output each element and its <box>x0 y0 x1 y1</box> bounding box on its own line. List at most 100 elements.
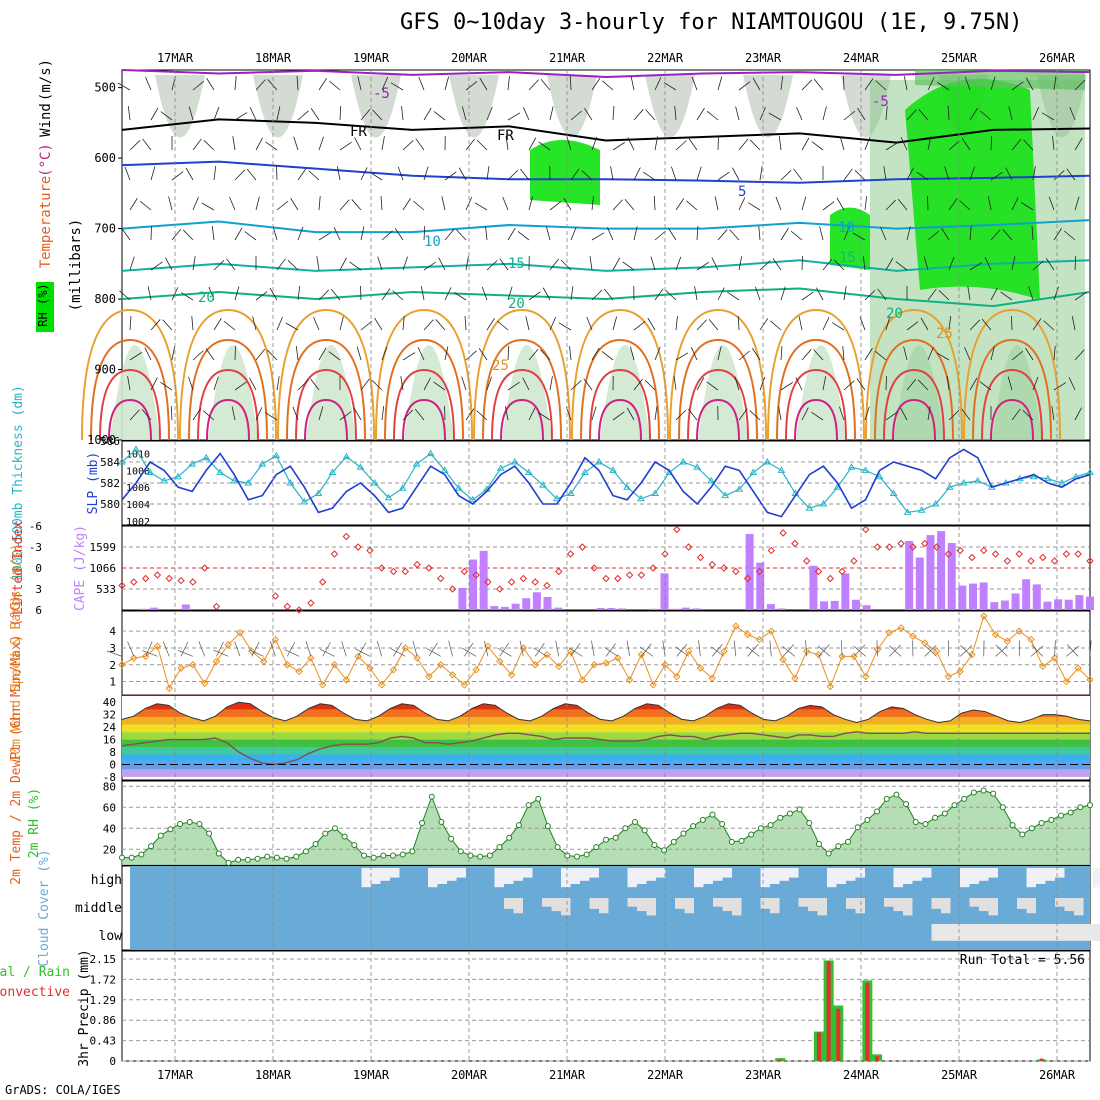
li-point <box>956 546 964 555</box>
rh-shade-column <box>306 345 356 440</box>
wind-barb <box>545 226 551 241</box>
wind-barb <box>801 291 814 301</box>
wind-barb <box>749 139 761 151</box>
wind-barb <box>612 142 625 151</box>
cloud-mid-gap <box>846 898 856 909</box>
wind-speed-point <box>885 629 894 637</box>
wind-barb-10m <box>484 640 489 657</box>
wind-barb <box>507 76 510 91</box>
wind-barb <box>938 289 950 301</box>
li-point <box>413 560 421 569</box>
wind-barb <box>1045 258 1055 271</box>
wind-barb <box>1053 346 1056 361</box>
wind-barb <box>738 197 746 211</box>
wind-barb-10m <box>448 640 453 657</box>
li-point <box>708 560 716 569</box>
wind-barb <box>696 262 709 271</box>
wind-barb <box>1069 106 1076 121</box>
thickness-point <box>917 506 926 513</box>
wind-barb <box>394 228 404 241</box>
rh2m-point <box>409 848 416 855</box>
wind-speed-point <box>649 681 657 689</box>
rh2m-point <box>496 844 503 851</box>
wind-speed-point <box>484 642 492 650</box>
rh2m-point <box>457 848 464 855</box>
cloud-high-gap <box>523 868 533 878</box>
wind-barb <box>1074 349 1085 361</box>
wind-barb <box>316 256 320 271</box>
cloud-low-gap <box>1045 924 1055 941</box>
wind-barb <box>525 316 530 331</box>
li-point <box>814 567 823 576</box>
wind-barb <box>504 406 509 421</box>
wind-barb <box>517 231 530 241</box>
wind-barb-10m <box>341 640 347 657</box>
wind-barb <box>287 259 299 271</box>
wind-barb <box>1000 291 1013 301</box>
wind-barb <box>643 171 656 181</box>
wind-barb <box>798 316 803 331</box>
cape-bar <box>1086 596 1094 610</box>
thickness-point <box>609 466 617 473</box>
wind-barb <box>885 199 897 211</box>
cloud-low-gap <box>1093 924 1100 941</box>
wind-barb <box>1032 260 1044 271</box>
rh-green-area <box>915 70 1085 90</box>
wind-barb <box>1008 106 1013 121</box>
slp-line <box>121 448 1091 518</box>
wind-barb <box>560 259 572 271</box>
page-title: GFS 0~10day 3-hourly for NIAMTOUGOU (1E,… <box>400 10 1023 35</box>
wind-barb <box>423 319 434 331</box>
cloud-background <box>130 866 1090 950</box>
li-point <box>271 592 280 600</box>
isotherm-loop <box>678 338 758 441</box>
isotherm-loop <box>491 368 553 441</box>
wind-barb <box>507 227 516 241</box>
wind-barb <box>811 411 824 421</box>
ylabel-cloud-cover: Cloud Cover (%) <box>37 849 52 966</box>
wind-barb <box>877 288 887 301</box>
temp-tick-label: 40 <box>103 696 116 709</box>
wind-barb <box>329 80 341 91</box>
wind-barb <box>738 256 743 271</box>
wind-barb <box>755 286 761 301</box>
rh2m-point <box>254 855 261 862</box>
wind-barb <box>927 230 940 241</box>
wind-barb <box>276 376 280 391</box>
li-point <box>1074 550 1082 558</box>
isotherm-loop <box>963 308 1061 441</box>
wind-barb <box>591 289 603 301</box>
rh2m-point <box>215 850 222 857</box>
wind-barb <box>191 316 194 331</box>
cape-bar <box>979 582 988 610</box>
x-tick-label-bottom: 22MAR <box>647 1068 684 1082</box>
wind-barb <box>633 226 638 241</box>
li-point <box>295 606 303 614</box>
wind-barb <box>711 257 719 271</box>
wind-barb <box>906 321 919 331</box>
rh2m-point <box>961 795 968 802</box>
wind-barb <box>392 290 404 301</box>
wind-barb <box>864 78 874 91</box>
rh-shade-column <box>110 345 160 440</box>
wind-barb <box>185 167 194 181</box>
li-point <box>543 581 551 590</box>
wind-barb <box>528 291 541 301</box>
wind-barb <box>854 169 866 181</box>
wind-barb <box>758 226 761 241</box>
wind-barb <box>381 406 385 421</box>
wind-barb <box>160 381 173 391</box>
thickness-point <box>945 483 954 490</box>
cloud-high-gap <box>361 868 371 888</box>
wind-speed-point <box>732 622 740 630</box>
contour-label: -5 <box>373 86 390 102</box>
x-tick-label-top: 17MAR <box>157 51 194 65</box>
isotherm-loop <box>883 368 945 441</box>
wind-barb <box>381 288 391 301</box>
rh2m-point <box>670 838 677 845</box>
ylabel-3hr-precip: 3hr Precip (mm) <box>77 949 92 1066</box>
wind-barb <box>318 406 324 421</box>
temp-tick-label: 32 <box>103 709 116 722</box>
wind-barb-10m <box>747 644 759 657</box>
thickness-point <box>581 468 589 475</box>
